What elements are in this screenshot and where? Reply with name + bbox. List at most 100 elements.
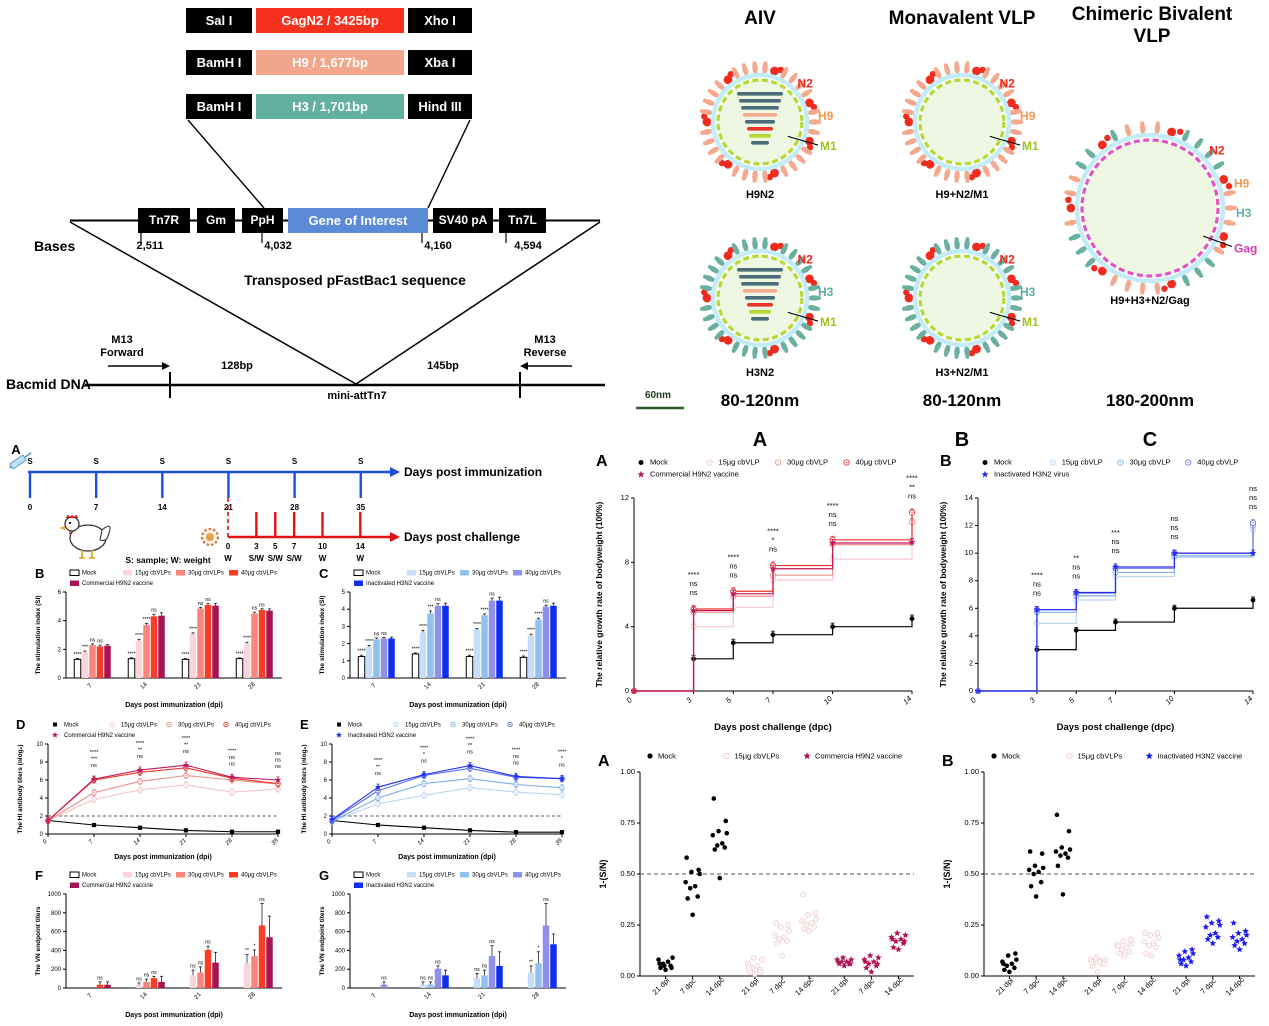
svg-text:****: ****	[420, 746, 429, 752]
chart-hi-antibody-h9n2: D Mock 15µg cbVLPs 30µg cbVLPs 40µg cbVLPs Co…	[12, 716, 290, 862]
svg-text:The relative growth rate of bo: The relative growth rate of bodyweight (…	[938, 502, 948, 688]
svg-text:60nm: 60nm	[645, 390, 671, 401]
svg-text:2: 2	[342, 642, 346, 648]
svg-text:1-(S/N): 1-(S/N)	[942, 859, 952, 888]
svg-text:M1: M1	[1022, 315, 1039, 329]
svg-text:0: 0	[28, 503, 33, 512]
svg-text:E: E	[300, 717, 309, 732]
svg-text:****: ****	[1031, 571, 1043, 580]
svg-text:Commercial H9N2 vaccine: Commercial H9N2 vaccine	[82, 883, 154, 889]
svg-text:0: 0	[625, 686, 629, 695]
svg-text:ns: ns	[136, 976, 142, 982]
svg-text:0.75: 0.75	[964, 818, 979, 827]
svg-text:0.50: 0.50	[620, 869, 635, 878]
svg-text:7 dpc: 7 dpc	[678, 976, 698, 996]
svg-text:ns: ns	[229, 761, 235, 767]
svg-text:Mock: Mock	[366, 571, 381, 577]
chart-hi-antibody-h9n2-svg: D Mock 15µg cbVLPs 30µg cbVLPs 40µg cbVLPs Co…	[16, 717, 281, 861]
svg-text:15µg cbVLP: 15µg cbVLP	[1062, 458, 1103, 467]
svg-text:15µg cbVLPs: 15µg cbVLPs	[135, 873, 171, 879]
svg-text:ns: ns	[729, 561, 737, 570]
svg-text:S: sample; W: weight: S: sample; W: weight	[125, 555, 210, 565]
svg-text:S: S	[226, 457, 232, 466]
svg-text:40µg cbVLPs: 40µg cbVLPs	[235, 723, 271, 729]
svg-text:0: 0	[40, 832, 44, 838]
svg-text:21 dpi: 21 dpi	[740, 976, 761, 997]
svg-text:The VN endpoint titers: The VN endpoint titers	[35, 906, 42, 976]
svg-text:ns: ns	[151, 970, 157, 976]
svg-text:Commercial H9N2 vaccine: Commercial H9N2 vaccine	[650, 470, 739, 479]
svg-text:****: ****	[534, 612, 542, 618]
svg-text:4: 4	[58, 619, 62, 625]
svg-text:Days post immunization (dpi): Days post immunization (dpi)	[114, 854, 212, 861]
vlp-title-aiv: AIV	[744, 8, 776, 29]
svg-text:ns: ns	[1249, 484, 1257, 493]
svg-text:ns: ns	[259, 897, 265, 903]
svg-text:40µg cbVLP: 40µg cbVLP	[856, 458, 897, 467]
svg-text:The VN endpoint titers: The VN endpoint titers	[319, 906, 326, 976]
enzyme-bamh1-a: BamH I	[186, 50, 252, 75]
svg-text:ns: ns	[275, 758, 281, 764]
svg-text:Mock: Mock	[366, 873, 381, 879]
svg-text:8: 8	[40, 760, 44, 766]
svg-text:0.25: 0.25	[620, 920, 635, 929]
bacmid-dna-label: Bacmid DNA	[6, 376, 91, 392]
svg-text:14: 14	[139, 991, 149, 1001]
svg-text:30µg cbVLPs: 30µg cbVLPs	[178, 723, 214, 729]
svg-text:3: 3	[342, 624, 346, 630]
svg-text:B: B	[35, 566, 44, 581]
vector-tn7l: Tn7L	[499, 208, 546, 233]
svg-text:40µg cbVLP: 40µg cbVLP	[1197, 458, 1238, 467]
svg-text:6: 6	[58, 590, 62, 596]
svg-text:Days post immunization: Days post immunization	[404, 465, 542, 479]
svg-text:Mock: Mock	[658, 752, 676, 761]
insert-h9: H9 / 1,677bp	[256, 50, 404, 75]
svg-text:14 dpc: 14 dpc	[704, 975, 726, 997]
svg-text:0: 0	[969, 686, 973, 695]
svg-text:ns: ns	[183, 749, 189, 755]
svg-text:12: 12	[965, 521, 973, 530]
svg-text:****: ****	[512, 747, 521, 753]
svg-text:1.00: 1.00	[964, 767, 979, 776]
svg-text:5: 5	[724, 695, 734, 705]
svg-text:2: 2	[969, 658, 973, 667]
svg-text:ns: ns	[205, 597, 211, 603]
svg-text:14: 14	[423, 681, 433, 691]
svg-text:7 dpc: 7 dpc	[1022, 976, 1042, 996]
svg-text:7 dpc: 7 dpc	[1110, 976, 1130, 996]
svg-text:40µg cbVLPs: 40µg cbVLPs	[241, 571, 277, 577]
svg-text:The HI antibody titers (nlog₂): The HI antibody titers (nlog₂)	[17, 744, 24, 833]
svg-text:1: 1	[342, 659, 346, 665]
svg-text:600: 600	[51, 930, 62, 936]
chart-hi-antibody-h3n2: E Mock 15µg cbVLPs 30µg cbVLPs 40µg cbVLPs In…	[296, 716, 574, 862]
svg-text:21 dpi: 21 dpi	[994, 976, 1015, 997]
svg-text:21: 21	[477, 991, 487, 1001]
svg-text:35: 35	[271, 837, 280, 846]
svg-text:Mock: Mock	[994, 458, 1012, 467]
enzyme-hind3: Hind III	[408, 94, 472, 119]
vector-tn7r: Tn7R	[138, 208, 190, 233]
svg-text:ns: ns	[543, 599, 549, 605]
svg-text:M1: M1	[1022, 139, 1039, 153]
svg-text:S: S	[358, 457, 364, 466]
svg-text:H9: H9	[1020, 109, 1036, 123]
svg-text:5: 5	[342, 590, 346, 596]
bases-label: Bases	[34, 238, 76, 254]
svg-text:ns: ns	[543, 897, 549, 903]
svg-text:****: ****	[365, 639, 373, 645]
svg-text:7: 7	[292, 542, 297, 551]
svg-text:****: ****	[906, 473, 918, 482]
svg-text:3: 3	[1028, 695, 1038, 705]
svg-text:****: ****	[142, 617, 150, 623]
svg-text:0.50: 0.50	[964, 869, 979, 878]
svg-text:ns: ns	[1033, 580, 1041, 589]
svg-text:****: ****	[243, 636, 251, 642]
svg-text:21: 21	[193, 681, 203, 691]
svg-text:****: ****	[181, 652, 189, 658]
chart-elisa-h9n2-svg: A Mock 15µg cbVLPs Commercia H9N2 vaccine 0.…	[598, 752, 914, 997]
svg-text:0.25: 0.25	[964, 920, 979, 929]
svg-text:ns: ns	[829, 519, 837, 528]
mini-atttn7-label: mini-attTn7	[327, 390, 387, 402]
svg-text:****: ****	[473, 622, 481, 628]
svg-text:ns: ns	[198, 601, 204, 607]
